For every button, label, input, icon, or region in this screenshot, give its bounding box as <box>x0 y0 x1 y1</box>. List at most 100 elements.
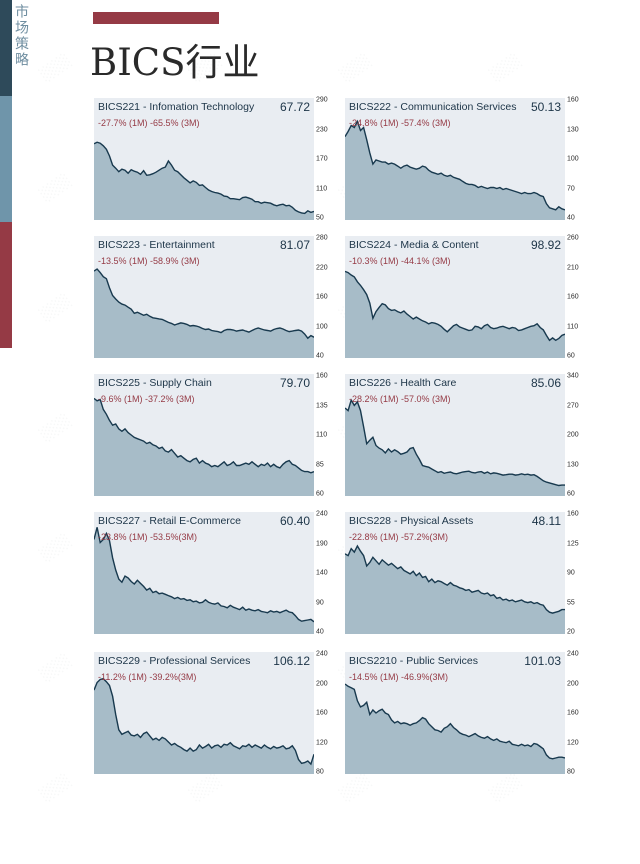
y-tick-label: 190 <box>316 540 328 547</box>
watermark-mark: ░░░ <box>488 52 524 84</box>
area-chart <box>345 544 565 634</box>
area-chart <box>345 683 565 774</box>
series-line <box>94 527 314 623</box>
y-axis: 290 230 170 110 50 <box>316 97 334 222</box>
series-area <box>94 527 314 634</box>
plot-area: BICS226 - Health Care 85.06 -28.2% (1M) … <box>345 374 565 496</box>
series-line <box>94 141 314 215</box>
last-value: 60.40 <box>279 514 310 528</box>
chart-panel-bics226: BICS226 - Health Care 85.06 -28.2% (1M) … <box>345 372 585 504</box>
chart-title: BICS228 - Physical Assets <box>349 515 474 527</box>
plot-area: BICS223 - Entertainment 81.07 -13.5% (1M… <box>94 236 314 358</box>
watermark-mark: ░░░ <box>38 772 74 804</box>
series-area <box>94 142 314 220</box>
y-tick-label: 240 <box>316 650 328 658</box>
chart-panel-bics225: BICS225 - Supply Chain 79.70 -9.6% (1M) … <box>94 373 334 504</box>
y-tick-label: 80 <box>316 768 324 776</box>
y-tick-label: 260 <box>567 234 579 242</box>
y-tick-label: 90 <box>316 599 324 606</box>
plot-area: BICS221 - Infomation Technology 67.72 -2… <box>94 98 314 220</box>
y-tick-label: 160 <box>316 293 328 301</box>
last-value: 48.11 <box>531 514 561 528</box>
page-title: BICS行业 <box>90 41 260 84</box>
chart-panel-bics222: BICS222 - Communication Services 50.13 -… <box>345 97 585 228</box>
series-line <box>345 544 565 614</box>
y-tick-label: 110 <box>316 185 328 192</box>
series-area <box>94 678 314 774</box>
y-axis: 280 220 160 100 40 <box>316 235 334 360</box>
y-tick-label: 60 <box>567 352 575 360</box>
watermark-mark: ░░░ <box>38 532 74 564</box>
y-axis: 160 125 90 55 20 <box>567 510 585 636</box>
y-tick-label: 270 <box>567 402 579 409</box>
y-tick-label: 240 <box>567 650 579 658</box>
series-line <box>94 268 314 340</box>
y-axis: 160 130 100 70 40 <box>567 97 585 222</box>
y-tick-label: 120 <box>316 739 328 746</box>
y-tick-label: 70 <box>567 185 575 192</box>
series-area <box>94 398 314 496</box>
y-tick-label: 135 <box>316 402 328 409</box>
chart-panel-bics228: BICS228 - Physical Assets 48.11 -22.8% (… <box>345 510 585 642</box>
chart-title: BICS224 - Media & Content <box>349 239 479 251</box>
plot-area: BICS2210 - Public Services 101.03 -14.5%… <box>345 652 565 774</box>
area-chart <box>94 141 314 220</box>
y-tick-label: 200 <box>567 431 579 439</box>
area-chart <box>94 268 314 358</box>
series-line <box>94 677 314 766</box>
side-bar-middle <box>0 96 12 222</box>
y-tick-label: 20 <box>567 628 575 636</box>
chart-title: BICS2210 - Public Services <box>349 655 478 667</box>
chart-panel-bics229: BICS229 - Professional Services 106.12 -… <box>94 650 332 782</box>
side-bar-top <box>0 0 12 96</box>
chart-title: BICS225 - Supply Chain <box>98 377 212 389</box>
y-axis: 160 135 110 85 60 <box>316 373 334 498</box>
chart-panel-bics224: BICS224 - Media & Content 98.92 -10.3% (… <box>345 234 585 366</box>
y-tick-label: 160 <box>567 510 579 518</box>
change-text: -9.6% (1M) -37.2% (3M) <box>98 394 195 404</box>
series-line <box>345 119 565 211</box>
chart-panel-bics227: BICS227 - Retail E-Commerce 60.40 -23.8%… <box>94 511 334 642</box>
y-tick-label: 160 <box>567 293 579 301</box>
chart-title: BICS226 - Health Care <box>349 377 457 389</box>
area-chart <box>94 397 314 496</box>
last-value: 79.70 <box>279 376 310 390</box>
series-area <box>345 400 565 496</box>
plot-area: BICS227 - Retail E-Commerce 60.40 -23.8%… <box>94 512 314 634</box>
area-chart <box>345 270 565 358</box>
y-tick-label: 60 <box>316 490 324 498</box>
y-tick-label: 160 <box>567 709 579 717</box>
y-tick-label: 340 <box>567 372 579 380</box>
series-line <box>345 398 565 487</box>
area-chart <box>345 398 565 496</box>
last-value: 67.72 <box>279 100 310 114</box>
y-tick-label: 160 <box>316 709 328 717</box>
chart-panel-bics221: BICS221 - Infomation Technology 67.72 -2… <box>94 97 334 228</box>
last-value: 81.07 <box>279 238 310 252</box>
watermark-mark: ░░░ <box>38 412 74 444</box>
area-chart <box>94 677 314 774</box>
plot-area: BICS225 - Supply Chain 79.70 -9.6% (1M) … <box>94 374 314 496</box>
plot-area: BICS228 - Physical Assets 48.11 -22.8% (… <box>345 512 565 634</box>
title-rule <box>93 12 219 24</box>
chart-title: BICS229 - Professional Services <box>98 655 251 667</box>
y-tick-label: 80 <box>567 768 575 776</box>
y-tick-label: 90 <box>567 569 575 577</box>
chart-panel-bics2210: BICS2210 - Public Services 101.03 -14.5%… <box>345 650 583 782</box>
watermark-mark: ░░░ <box>338 52 374 84</box>
y-tick-label: 125 <box>567 540 579 547</box>
watermark-mark: ░░░ <box>38 52 74 84</box>
y-axis: 340 270 200 130 60 <box>567 372 585 498</box>
y-tick-label: 170 <box>316 155 328 163</box>
chart-title: BICS222 - Communication Services <box>349 101 517 113</box>
watermark-mark: ░░░ <box>38 172 74 204</box>
last-value: 106.12 <box>273 654 310 668</box>
series-line <box>345 683 565 760</box>
change-text: -27.7% (1M) -65.5% (3M) <box>98 118 200 128</box>
plot-area: BICS222 - Communication Services 50.13 -… <box>345 98 565 220</box>
y-tick-label: 55 <box>567 599 575 606</box>
y-axis: 260 210 160 110 60 <box>567 234 585 360</box>
chart-title: BICS221 - Infomation Technology <box>98 101 255 113</box>
y-axis: 240 190 140 90 40 <box>316 511 334 636</box>
y-tick-label: 110 <box>316 431 328 439</box>
